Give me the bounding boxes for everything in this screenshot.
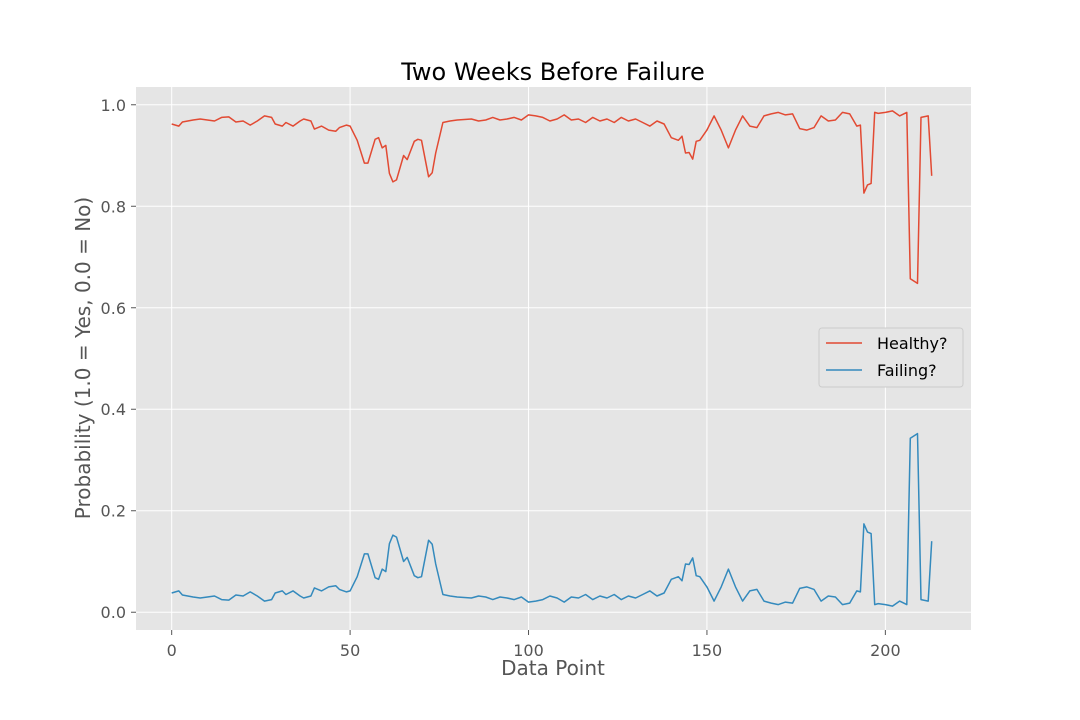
y-tick-label: 0.2	[101, 502, 126, 521]
series-lines	[171, 110, 933, 607]
x-tick-label: 0	[167, 641, 177, 660]
x-tick-label: 100	[513, 641, 544, 660]
y-tick-label: 0.6	[101, 299, 126, 318]
axis-ticks: 0 50 100 150 200 0.0 0.2 0.4 0.6 0.8 1.0	[101, 96, 901, 660]
y-axis-label: Probability (1.0 = Yes, 0.0 = No)	[71, 197, 95, 519]
legend-label-failing: Failing?	[877, 361, 937, 380]
series-line-failing	[171, 432, 933, 607]
series-line-healthy	[171, 110, 933, 285]
legend-label-healthy: Healthy?	[877, 334, 948, 353]
y-tick-label: 0.0	[101, 603, 126, 622]
chart-title: Two Weeks Before Failure	[400, 58, 705, 86]
y-tick-label: 1.0	[101, 96, 126, 115]
legend: Healthy? Failing?	[818, 327, 964, 388]
x-tick-label: 150	[692, 641, 723, 660]
y-tick-label: 0.8	[101, 197, 126, 216]
x-tick-label: 200	[870, 641, 901, 660]
y-tick-label: 0.4	[101, 400, 126, 419]
x-axis-label: Data Point	[501, 656, 605, 680]
x-tick-label: 50	[340, 641, 360, 660]
